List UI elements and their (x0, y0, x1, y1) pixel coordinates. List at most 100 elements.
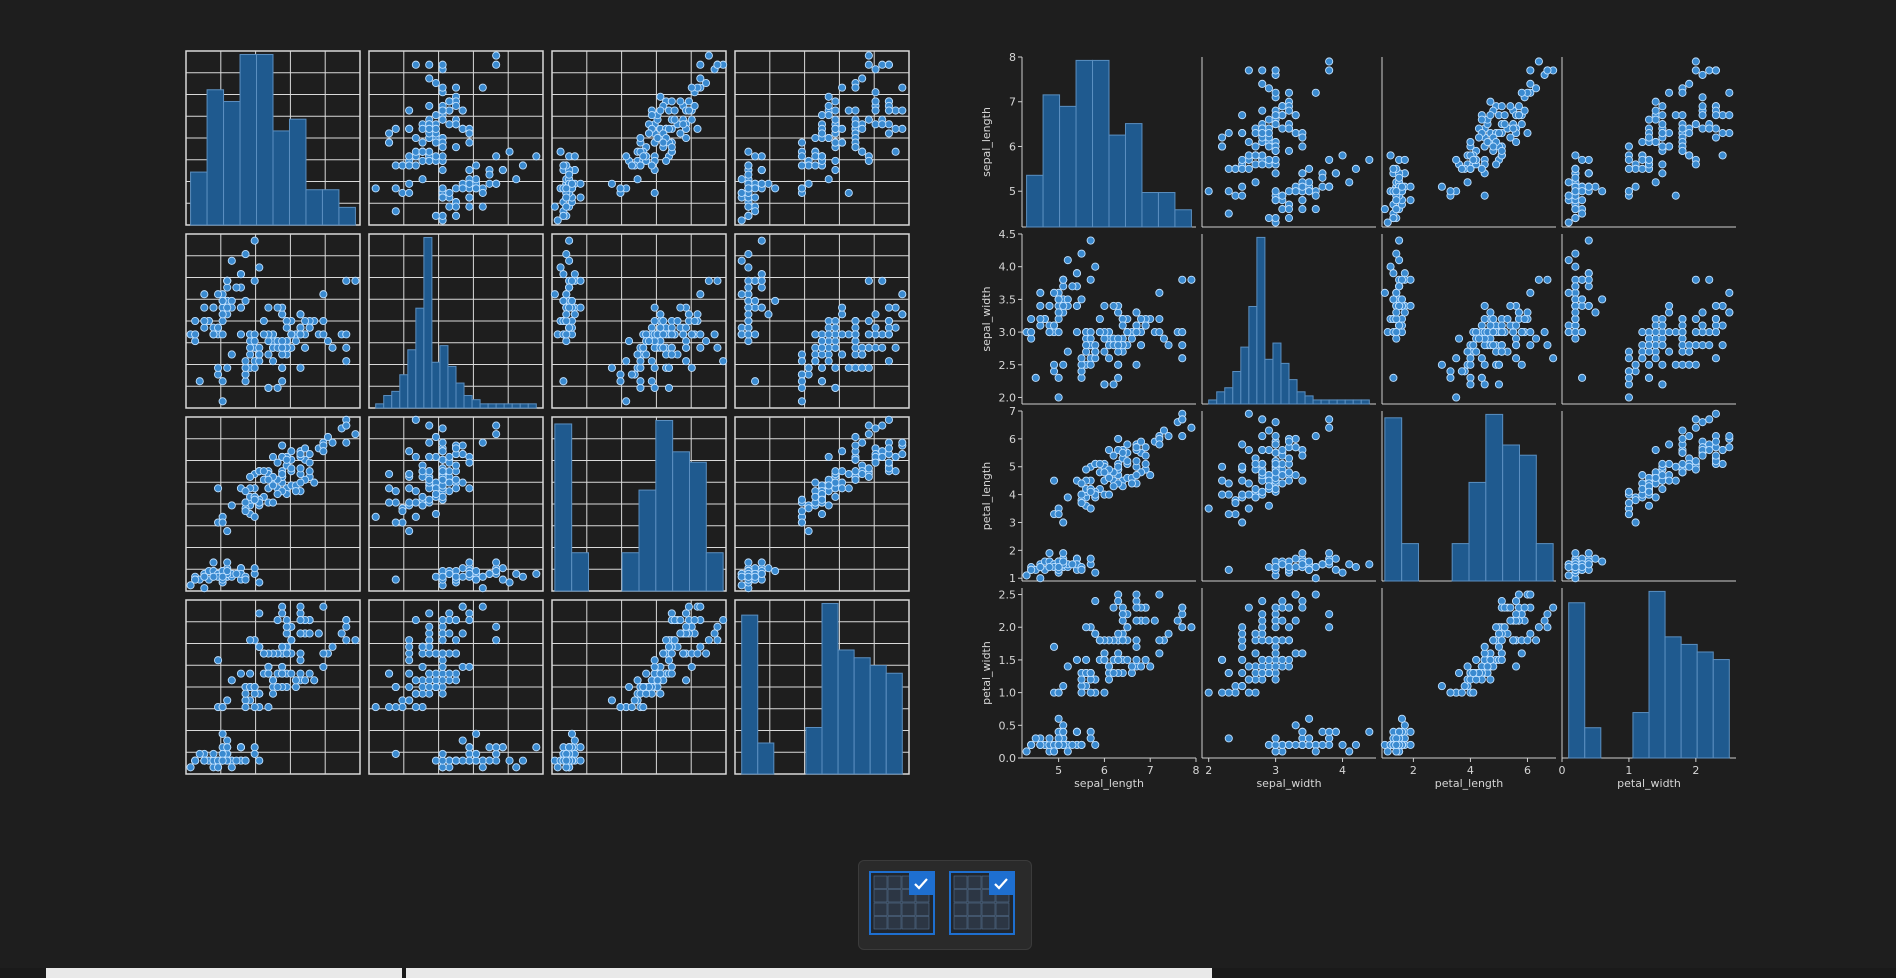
hist-bar-petal_length (1451, 543, 1470, 582)
scatter-point (804, 504, 813, 513)
scatter-point (1389, 214, 1398, 223)
scatter-point (1534, 57, 1543, 66)
scatter-point (418, 147, 427, 156)
scatter-point (1082, 623, 1091, 632)
scatter-point (1155, 288, 1164, 297)
scatter-point (1132, 616, 1141, 625)
x-axis-label: petal_width (1617, 777, 1681, 790)
scatter-point (411, 147, 420, 156)
hist-bar-petal_length (554, 423, 573, 592)
scatter-point (737, 188, 746, 197)
scatter-point (562, 756, 571, 765)
scatter-point (451, 120, 461, 129)
scatter-point (438, 629, 447, 638)
scatter-point (1564, 191, 1573, 200)
scatter-point (1264, 214, 1273, 223)
scatter-point (1651, 178, 1660, 187)
scatter-point (1578, 275, 1587, 284)
cell-frame (734, 416, 910, 592)
scatter-point (342, 421, 351, 430)
scatter-point (817, 129, 827, 138)
scatter-point (512, 763, 521, 772)
scatter-point (328, 343, 337, 352)
thumbnail-1-selected-check[interactable] (909, 873, 933, 895)
scatter-point (891, 124, 900, 133)
thumbnail-2-selected-check[interactable] (989, 873, 1013, 895)
scatter-point (811, 357, 820, 366)
y-axis-label: sepal_length (980, 107, 993, 177)
scatter-point (1137, 437, 1146, 446)
scatter-point (438, 152, 447, 161)
scatter-point (757, 270, 766, 279)
scatter-point (1705, 341, 1714, 350)
scatter-point (1685, 360, 1694, 369)
scatter-point (1086, 688, 1095, 697)
scatter-point (1395, 236, 1404, 245)
hist-bar-sepal_width (1264, 358, 1274, 405)
thumbnail-cell (981, 902, 996, 916)
scatter-point (670, 106, 679, 115)
scatter-point (1644, 373, 1654, 382)
scatter-point (744, 276, 753, 285)
scatter-point (1395, 173, 1404, 182)
scatter-point (650, 188, 659, 197)
scatter-point (616, 184, 625, 193)
scatter-point (305, 450, 314, 459)
scatter-point (451, 184, 461, 193)
scatter-point (1244, 137, 1253, 147)
scatter-point (1278, 616, 1287, 625)
scatter-point (1104, 445, 1114, 455)
pair-cell-sepal_length-vs-sepal_width (368, 50, 544, 226)
scatter-point (445, 756, 454, 765)
scatter-point (209, 330, 218, 339)
scatter-point (1100, 655, 1109, 664)
scatter-point (656, 310, 665, 319)
hist-bar-sepal_width (423, 236, 433, 409)
scatter-point (884, 316, 893, 326)
scatter-point (438, 756, 447, 765)
hist-bar-sepal_length (206, 89, 225, 226)
hist-bar-sepal_length (1042, 94, 1061, 228)
hist-bar-sepal_length (256, 53, 274, 226)
scatter-point (1698, 93, 1707, 102)
scatter-point (1331, 169, 1340, 178)
scatter-point (1526, 66, 1535, 75)
thumbnail-figure-1[interactable] (869, 871, 935, 935)
scatter-point (559, 270, 568, 279)
scatter-point (1584, 169, 1593, 178)
hist-bar-sepal_width (471, 399, 481, 409)
scatter-point (647, 357, 656, 366)
scatter-point (696, 642, 705, 651)
scatter-point (398, 696, 407, 705)
scatter-point (278, 337, 287, 346)
scatter-point (1063, 662, 1072, 671)
scatter-point (871, 424, 880, 433)
scatter-point (1338, 151, 1347, 160)
scatter-point (1534, 275, 1543, 284)
scatter-point (1244, 662, 1253, 671)
scatter-point (282, 649, 291, 658)
scatter-point (250, 495, 259, 504)
thumbnail-figure-2[interactable] (949, 871, 1015, 935)
scatter-point (1244, 66, 1253, 75)
scatter-point (1531, 636, 1541, 645)
pair-cell-petal_length-vs-sepal_length (185, 415, 361, 593)
scatter-point (824, 481, 833, 490)
scatter-point (1086, 668, 1095, 678)
scatter-point (751, 207, 760, 216)
scatter-point (719, 357, 728, 366)
scatter-point (1591, 182, 1600, 191)
scatter-point (259, 467, 268, 476)
thumbnail-cell (953, 889, 968, 903)
scatter-point (218, 518, 227, 527)
scatter-point (465, 166, 474, 175)
scatter-point (1658, 111, 1667, 120)
scatter-point (268, 452, 278, 461)
scatter-point (871, 310, 880, 319)
scatter-point (445, 569, 454, 578)
scatter-point (425, 147, 434, 156)
scatter-point (209, 572, 218, 581)
hist-bar-sepal_length (288, 118, 307, 226)
scatter-point (418, 467, 427, 476)
hist-bar-sepal_width (527, 403, 537, 409)
